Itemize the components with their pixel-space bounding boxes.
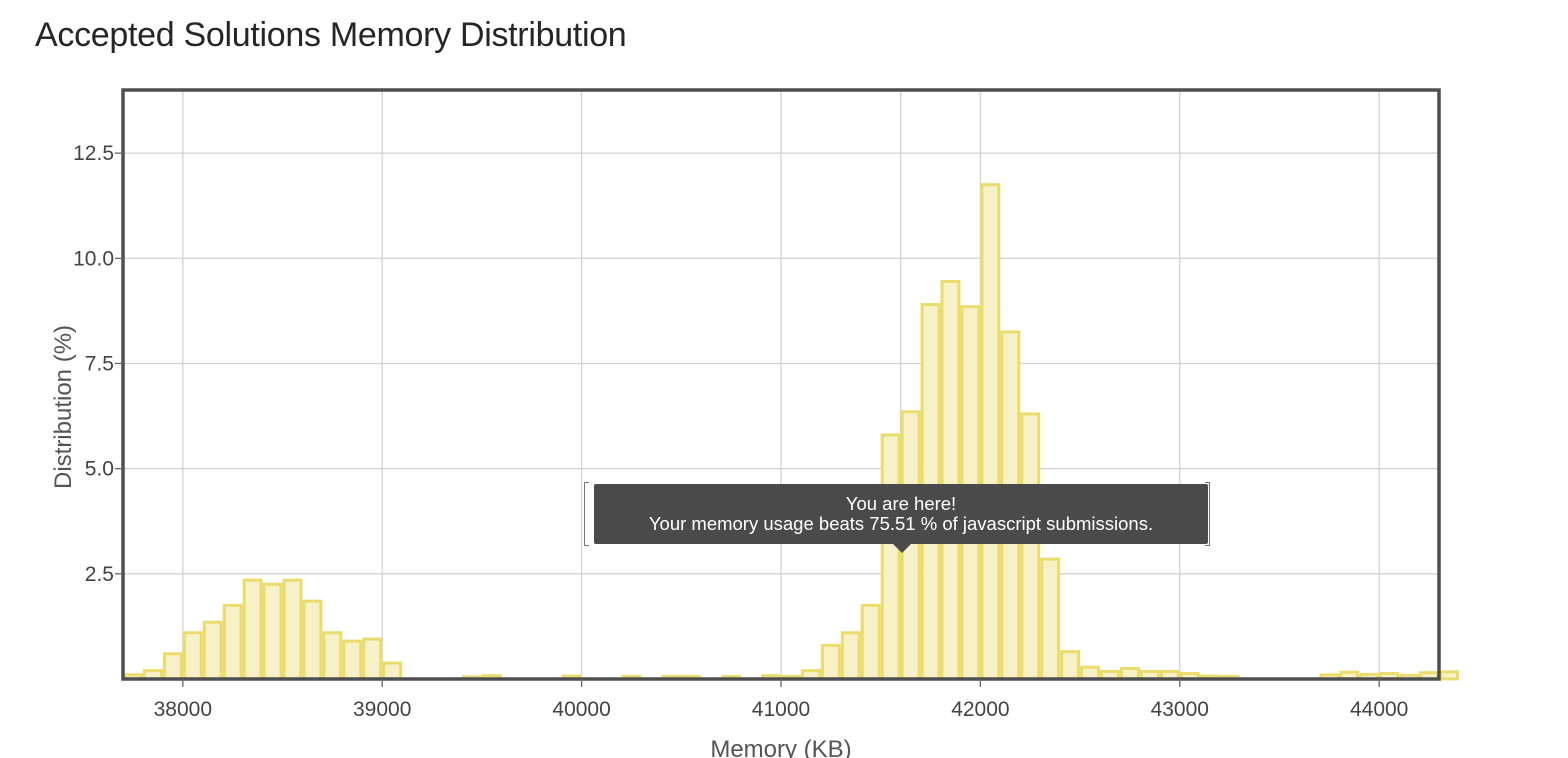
you-are-here-tooltip: You are here! Your memory usage beats 75… [594, 484, 1208, 544]
histogram-bar [1080, 665, 1101, 681]
x-tick-label: 44000 [1350, 698, 1408, 721]
x-tick-label: 40000 [552, 698, 610, 721]
histogram-bar [1439, 670, 1459, 681]
tooltip-title: You are here! [845, 493, 957, 514]
histogram-bar [940, 279, 961, 681]
x-tick-label: 41000 [752, 698, 810, 721]
histogram-bar [860, 603, 881, 681]
y-tick-label: 10.0 [73, 247, 114, 270]
tooltip-message: Your memory usage beats 75.51 % of javas… [648, 513, 1154, 534]
x-tick-label: 39000 [353, 698, 411, 721]
tooltip-bracket-left [584, 482, 589, 546]
histogram-bar [182, 631, 203, 681]
histogram-bar [1060, 650, 1081, 681]
histogram-bar [242, 578, 263, 681]
x-tick-label: 38000 [154, 698, 212, 721]
y-tick-label: 7.5 [85, 352, 114, 375]
y-axis-title: Distribution (%) [50, 325, 77, 489]
grid-lines [123, 90, 1439, 679]
histogram-bar [262, 582, 283, 681]
histogram-bar [222, 603, 243, 681]
histogram-bar [382, 661, 403, 681]
histogram-bar [820, 643, 841, 681]
histogram-bar [202, 620, 223, 681]
histogram-bar [162, 652, 183, 681]
x-tick-label: 42000 [951, 698, 1009, 721]
histogram-bar [1020, 412, 1041, 681]
page-title: Accepted Solutions Memory Distribution [35, 16, 627, 54]
histogram-bar [282, 578, 303, 681]
histogram-bar [840, 631, 861, 681]
histogram-bar [1040, 557, 1061, 681]
x-axis-title: Memory (KB) [710, 736, 851, 758]
y-tick-label: 12.5 [73, 142, 114, 165]
tooltip-pointer [893, 544, 911, 553]
histogram-bar [302, 599, 323, 681]
histogram-bar [880, 433, 901, 681]
histogram-bar [322, 631, 343, 681]
histogram-bar [362, 637, 383, 681]
y-tick-label: 2.5 [85, 563, 114, 586]
y-axis-ticks: 2.5 5.0 7.5 10.0 12.5 [73, 142, 123, 586]
histogram-bar [980, 183, 1001, 681]
x-axis-ticks: 38000 39000 40000 41000 42000 43000 44000 [154, 679, 1408, 721]
y-tick-label: 5.0 [85, 458, 114, 481]
histogram-bar [342, 639, 363, 681]
x-tick-label: 43000 [1151, 698, 1209, 721]
tooltip-bracket-right [1205, 482, 1210, 546]
